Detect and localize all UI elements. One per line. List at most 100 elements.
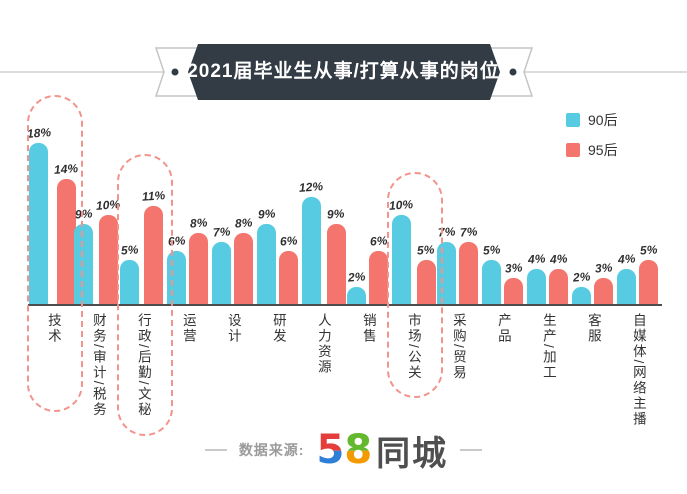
logo-digit-5-top: 5	[316, 427, 345, 473]
logo-text: 同城	[376, 434, 449, 473]
bar-90后	[617, 269, 636, 305]
page-title: 2021届毕业生从事/打算从事的岗位	[187, 61, 500, 82]
value-label: 4%	[549, 251, 568, 267]
bar-group: 10% 5%	[389, 128, 436, 305]
bar-90后	[257, 224, 276, 305]
value-label: 12%	[299, 179, 324, 195]
logo-digit-5: 5 5	[316, 430, 344, 470]
legend-swatch-90hou	[566, 113, 580, 127]
bar-95后	[459, 242, 478, 305]
category-label: 生产/加工	[540, 313, 556, 381]
bar-90后	[527, 269, 546, 305]
bar-95后	[189, 233, 208, 305]
value-label: 5%	[639, 242, 658, 258]
value-label: 4%	[617, 251, 636, 267]
value-label: 4%	[527, 251, 546, 267]
bar-95后	[416, 260, 436, 305]
value-label: 5%	[482, 242, 501, 258]
value-label: 7%	[212, 224, 231, 240]
category-label: 设计	[225, 313, 241, 344]
category-label: 销售	[360, 313, 376, 344]
value-label: 2%	[572, 269, 591, 285]
value-label: 8%	[189, 215, 208, 231]
bar-95后	[144, 206, 163, 305]
logo-digit-8-bottom: 8	[344, 427, 373, 473]
bar-90后	[482, 260, 501, 305]
highlight-capsule	[26, 95, 83, 412]
category-label: 客服	[585, 313, 601, 344]
category-label: 产品	[495, 313, 511, 344]
bar-group: 2% 6%	[345, 128, 390, 305]
value-label: 3%	[594, 260, 613, 276]
bar-95后	[56, 179, 76, 305]
bar-90后	[572, 287, 591, 305]
bar-90后	[392, 215, 411, 305]
ribbon-dot-right	[509, 68, 517, 76]
category-label: 研发	[270, 313, 286, 344]
bar-90后	[212, 242, 231, 305]
category-label: 行政/后勤/文秘	[135, 313, 151, 418]
bar-95后	[369, 251, 388, 305]
category-label: 人力资源	[315, 313, 331, 375]
category-label: 财务/审计/税务	[90, 313, 106, 418]
legend-item-90hou: 90后	[566, 110, 618, 130]
logo-digit-8: 8 8	[344, 430, 372, 470]
bar-95后	[549, 269, 568, 305]
footer-dash-left	[204, 449, 227, 451]
bar-group: 2% 3%	[570, 128, 615, 305]
data-source-label: 数据来源:	[238, 442, 305, 458]
bar-groups: 18% 14% 9% 10% 5% 11% 6% 8% 7% 8% 9% 6% 12% 9% 2% 6% 10%…	[27, 125, 660, 305]
bar-90后	[302, 197, 321, 305]
category-label: 自媒体/网络主播	[630, 313, 646, 428]
legend-label: 90后	[588, 112, 618, 128]
value-label: 3%	[504, 260, 523, 276]
ribbon-dot-left	[171, 68, 179, 76]
category-label: 技术	[45, 313, 61, 344]
category-labels: 技术 财务/审计/税务 行政/后勤/文秘 运营 设计 研发 人力资源 销售 市场/公关 采购/贸易…	[30, 313, 660, 427]
logo-digit-8-top: 8	[344, 427, 373, 473]
bar-group: 4% 5%	[615, 128, 660, 305]
bar-group: 9% 6%	[255, 128, 300, 305]
bar-90后	[29, 143, 49, 305]
bar-90后	[347, 287, 366, 305]
footer: 数据来源: 5 5 8 8 同城	[0, 424, 687, 476]
footer-dash-right	[460, 449, 483, 451]
highlight-capsule	[386, 172, 443, 398]
bar-95后	[99, 215, 118, 305]
x-axis-line	[28, 304, 662, 306]
bar-group: 5% 11%	[119, 128, 166, 305]
logo-digit-5-bottom: 5	[316, 427, 345, 473]
value-label: 8%	[234, 215, 253, 231]
category-label: 市场/公关	[405, 313, 421, 381]
bar-group: 12% 9%	[299, 128, 346, 305]
bar-90后	[119, 260, 139, 305]
bar-group: 7% 8%	[210, 128, 255, 305]
bar-95后	[504, 278, 523, 305]
bar-95后	[279, 251, 298, 305]
bar-95后	[326, 224, 346, 305]
legend-label: 95后	[588, 142, 618, 158]
bar-95后	[594, 278, 613, 305]
category-label: 采购/贸易	[450, 313, 466, 381]
value-label: 6%	[279, 233, 298, 249]
bar-90后	[74, 224, 94, 305]
legend-swatch-95hou	[566, 143, 580, 157]
ribbon-panel	[188, 44, 500, 100]
bar-group: 4% 4%	[525, 128, 570, 305]
legend: 90后 95后	[566, 110, 618, 170]
value-label: 6%	[369, 233, 388, 249]
value-label: 9%	[257, 206, 276, 222]
bar-95后	[234, 233, 253, 305]
legend-item-95hou: 95后	[566, 140, 618, 160]
value-label: 7%	[459, 224, 478, 240]
highlight-capsule	[116, 154, 173, 436]
bar-95后	[639, 260, 658, 305]
value-label: 9%	[326, 206, 346, 222]
bar-group: 9% 10%	[74, 128, 121, 305]
58tongcheng-logo: 5 5 8 8 同城	[316, 426, 448, 475]
bar-group: 5% 3%	[480, 128, 525, 305]
value-label: 2%	[347, 269, 366, 285]
category-label: 运营	[180, 313, 196, 344]
title-ribbon	[0, 44, 687, 100]
